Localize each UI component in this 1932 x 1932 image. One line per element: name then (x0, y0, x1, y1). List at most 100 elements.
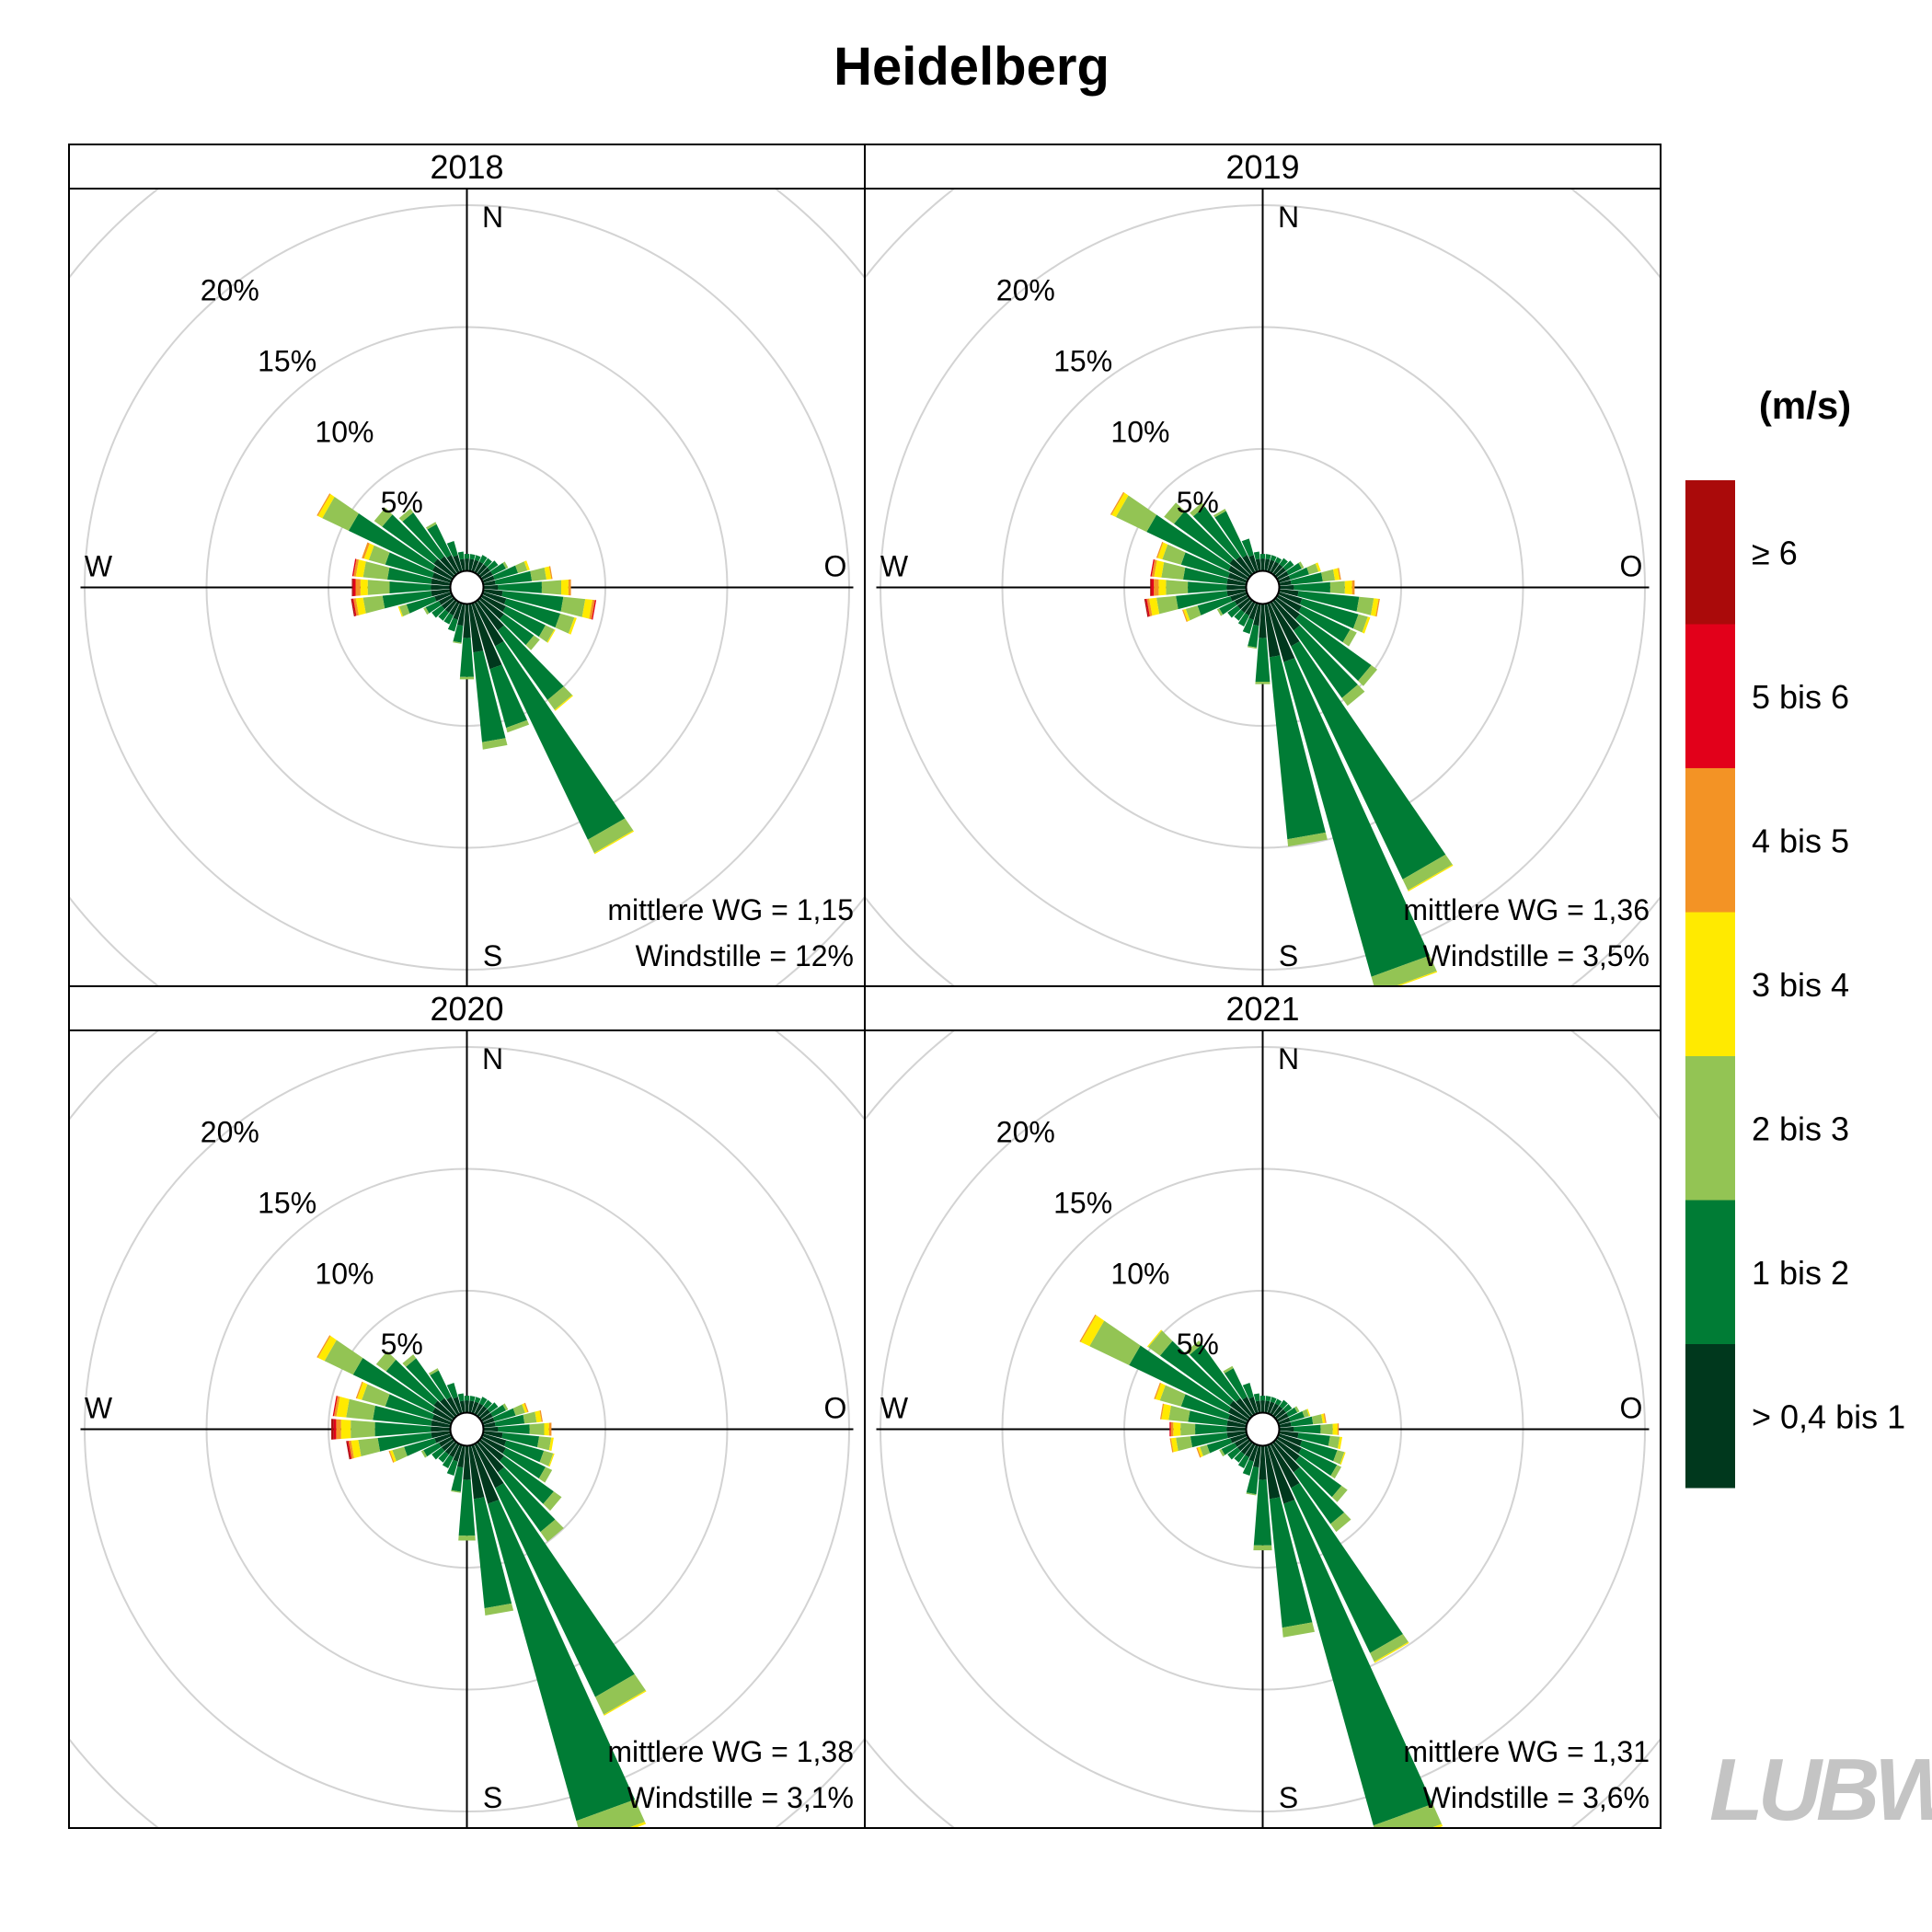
sector-60-bin-0 (1276, 1412, 1289, 1422)
sector-260-bin-1 (1190, 1432, 1228, 1448)
sector-210-bin-1 (1237, 613, 1249, 627)
sector-140-bin-0 (1272, 1441, 1300, 1473)
sector-210-bin-0 (449, 601, 460, 616)
sector-190-bin-2 (451, 1489, 461, 1493)
sector-260-bin-5 (1145, 598, 1150, 617)
sector-250-bin-2 (399, 604, 410, 616)
sector-270-bin-0 (1226, 1426, 1247, 1432)
sector-260-bin-5 (347, 1441, 352, 1459)
sector-140-bin-0 (477, 1441, 504, 1473)
sector-70-bin-0 (481, 1417, 495, 1425)
sector-150-bin-1 (1291, 1483, 1403, 1653)
ring-label-5: 5% (1177, 1328, 1219, 1361)
panel-frame (864, 985, 1662, 1829)
sector-190-bin-0 (457, 1444, 466, 1468)
sector-120-bin-0 (1276, 1436, 1302, 1455)
sector-200-bin-0 (1248, 602, 1259, 620)
sector-160-bin-2 (1373, 1803, 1443, 1828)
sector-330-bin-1 (1224, 1368, 1248, 1400)
sector-100-bin-2 (1356, 596, 1374, 615)
sector-100-bin-2 (560, 596, 586, 617)
sector-260-bin-0 (431, 589, 452, 597)
sector-270-bin-0 (1226, 584, 1247, 591)
sector-160-bin-2 (1371, 955, 1437, 986)
sector-100-bin-3 (548, 1437, 554, 1452)
sector-160-bin-0 (471, 602, 502, 670)
sector-320-bin-1 (1190, 1344, 1241, 1402)
sector-280-bin-4 (353, 558, 359, 577)
sector-290-bin-4 (355, 1381, 363, 1399)
sector-70-bin-1 (1289, 1411, 1305, 1422)
sector-190-bin-0 (1253, 603, 1261, 627)
sector-320-bin-2 (1186, 1340, 1202, 1355)
sector-50-bin-0 (478, 1409, 490, 1420)
legend-label-0: > 0,4 bis 1 (1752, 1397, 1905, 1435)
sector-260-bin-0 (431, 1431, 452, 1439)
sector-330-bin-0 (446, 555, 460, 574)
sector-340-bin-1 (446, 541, 458, 558)
sector-260-bin-3 (355, 597, 366, 615)
legend-label-4: 4 bis 5 (1752, 822, 1849, 859)
sector-200-bin-0 (1248, 1443, 1259, 1462)
sector-130-bin-0 (1274, 1439, 1300, 1462)
sector-110-bin-1 (504, 598, 561, 628)
sector-80-bin-2 (523, 1411, 537, 1424)
sector-40-bin-1 (483, 558, 492, 568)
sector-90-bin-3 (1344, 581, 1352, 594)
sector-310-bin-2 (375, 1351, 397, 1372)
ring-label-20: 20% (996, 1116, 1055, 1149)
sector-140-bin-1 (1294, 1466, 1345, 1524)
sector-270-bin-5 (333, 1419, 337, 1440)
sector-200-bin-1 (447, 617, 458, 632)
sector-150-bin-2 (1370, 1634, 1409, 1662)
sector-300-bin-3 (1080, 1315, 1105, 1347)
sector-80-bin-1 (494, 570, 533, 585)
sector-240-bin-0 (1234, 1436, 1249, 1447)
sector-110-bin-3 (569, 617, 577, 635)
sector-120-bin-0 (480, 594, 506, 613)
sector-300-bin-1 (1146, 514, 1231, 571)
sector-320-bin-1 (402, 512, 445, 560)
sector-340-bin-1 (1241, 538, 1254, 558)
sector-50-bin-1 (1282, 560, 1294, 571)
lubw-logo-text: LUBW (1709, 1741, 1932, 1839)
sector-90-bin-1 (498, 1424, 530, 1434)
sector-260-bin-3 (1170, 1437, 1179, 1453)
sector-70-bin-2 (515, 561, 528, 573)
sector-130-bin-2 (525, 635, 540, 650)
sector-110-bin-0 (481, 1433, 507, 1446)
dir-label-s: S (483, 1781, 502, 1814)
sector-70-bin-2 (1306, 563, 1319, 575)
sector-60-bin-2 (502, 1403, 509, 1411)
sector-350-bin-1 (457, 551, 465, 560)
sector-30-bin-0 (474, 1403, 484, 1416)
sector-230-bin-0 (1236, 597, 1251, 610)
sector-130-bin-1 (500, 614, 535, 646)
dir-label-n: N (1278, 201, 1299, 234)
sector-70-bin-2 (512, 1404, 525, 1416)
sector-180-bin-1 (458, 1479, 476, 1536)
sector-180-bin-0 (1259, 1445, 1267, 1480)
sector-90-bin-2 (529, 1423, 545, 1435)
sector-250-bin-1 (1197, 596, 1233, 615)
sector-10-bin-0 (468, 1400, 475, 1414)
sector-90-bin-0 (1279, 584, 1294, 591)
sector-70-bin-2 (1302, 1409, 1309, 1418)
sector-320-bin-2 (402, 1354, 417, 1367)
sector-260-bin-4 (1169, 1438, 1174, 1453)
sector-40-bin-0 (477, 564, 488, 576)
sector-120-bin-2 (1342, 629, 1357, 647)
sector-100-bin-2 (537, 1436, 552, 1451)
sector-90-bin-4 (548, 1422, 552, 1436)
sector-170-bin-2 (1287, 832, 1328, 847)
sector-270-bin-6 (1150, 579, 1152, 596)
sector-110-bin-1 (1300, 1440, 1338, 1462)
ring-label-10: 10% (1110, 1257, 1169, 1290)
sector-300-bin-1 (352, 1358, 435, 1413)
sector-310-bin-0 (1229, 558, 1251, 578)
dir-label-s: S (1279, 1781, 1298, 1814)
sector-280-bin-5 (1150, 559, 1155, 577)
sector-110-bin-3 (1340, 1452, 1346, 1466)
sector-230-bin-1 (1227, 605, 1241, 618)
